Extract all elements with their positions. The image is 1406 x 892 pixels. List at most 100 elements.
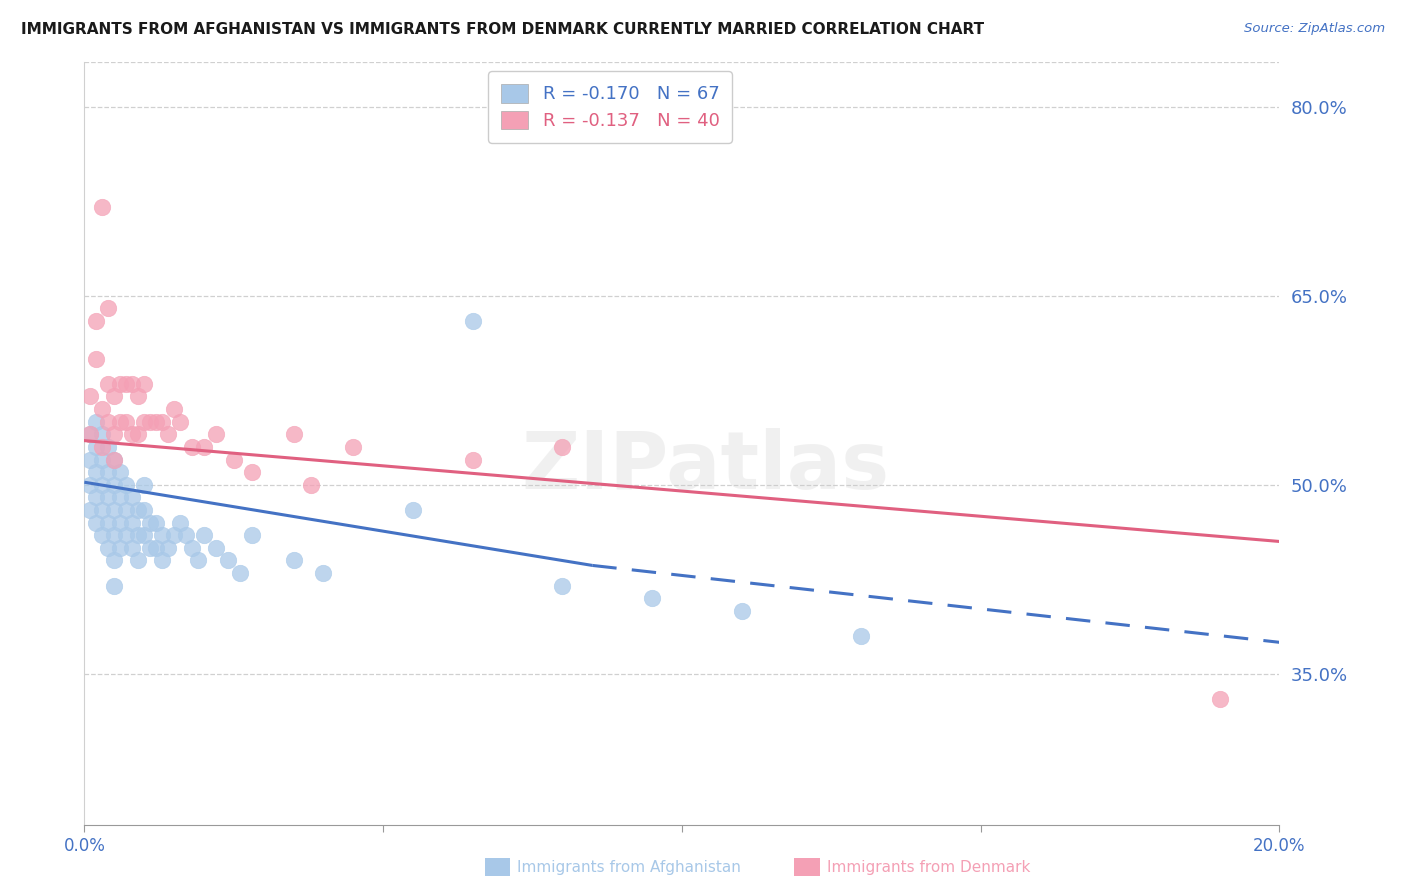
Text: Immigrants from Denmark: Immigrants from Denmark (827, 860, 1031, 874)
Point (110, 376, 132, 391)
Point (79, 390, 101, 404)
Point (110, 491, 132, 505)
Point (115, 477, 138, 491)
Point (139, 516, 162, 530)
Point (97, 465, 120, 479)
Point (86, 440, 108, 454)
Text: Immigrants from Afghanistan: Immigrants from Afghanistan (517, 860, 741, 874)
Point (163, 402, 186, 417)
Point (86, 415, 108, 429)
Point (139, 415, 162, 429)
Point (97, 376, 120, 391)
Point (103, 528, 125, 542)
Point (283, 553, 305, 567)
Point (110, 516, 132, 530)
Point (132, 477, 156, 491)
Point (145, 415, 167, 429)
Point (103, 578, 125, 592)
Point (97, 440, 120, 454)
Point (91, 503, 114, 517)
Point (79, 503, 101, 517)
Point (551, 440, 574, 454)
Point (222, 452, 245, 467)
Point (121, 376, 143, 391)
Point (97, 415, 120, 429)
Point (187, 553, 209, 567)
Point (157, 541, 180, 555)
Point (127, 503, 149, 517)
Point (91, 477, 114, 491)
Point (851, 629, 873, 643)
Point (103, 452, 125, 467)
Point (205, 427, 228, 442)
Point (169, 516, 191, 530)
Point (402, 503, 425, 517)
Point (121, 516, 143, 530)
Point (103, 427, 125, 442)
Point (150, 528, 173, 542)
Point (731, 604, 754, 618)
Point (86, 516, 108, 530)
Legend: R = -0.170   N = 67, R = -0.137   N = 40: R = -0.170 N = 67, R = -0.137 N = 40 (488, 71, 733, 143)
Point (132, 376, 156, 391)
Point (79, 427, 101, 442)
Point (127, 390, 149, 404)
Point (115, 528, 138, 542)
Point (103, 553, 125, 567)
Point (301, 477, 323, 491)
Point (127, 553, 149, 567)
Point (97, 491, 120, 505)
Point (157, 427, 180, 442)
Point (110, 541, 132, 555)
Point (86, 465, 108, 479)
Point (86, 351, 108, 366)
Point (1209, 692, 1232, 706)
Point (86, 314, 108, 328)
Point (91, 452, 114, 467)
Point (132, 415, 156, 429)
Point (163, 528, 186, 542)
Point (97, 301, 120, 316)
Point (461, 314, 484, 328)
Point (91, 528, 114, 542)
Point (283, 427, 305, 442)
Point (228, 566, 252, 580)
Point (217, 553, 239, 567)
Point (181, 440, 204, 454)
Text: ZIPatlas: ZIPatlas (522, 427, 890, 506)
Point (193, 528, 215, 542)
Point (205, 541, 228, 555)
Point (79, 427, 101, 442)
Point (103, 477, 125, 491)
Point (193, 440, 215, 454)
Point (121, 491, 143, 505)
Point (240, 465, 263, 479)
Point (132, 503, 156, 517)
Point (132, 528, 156, 542)
Point (103, 390, 125, 404)
Point (86, 491, 108, 505)
Point (127, 528, 149, 542)
Point (145, 541, 167, 555)
Point (150, 553, 173, 567)
Point (91, 427, 114, 442)
Point (181, 541, 204, 555)
Point (115, 415, 138, 429)
Point (79, 477, 101, 491)
Text: IMMIGRANTS FROM AFGHANISTAN VS IMMIGRANTS FROM DENMARK CURRENTLY MARRIED CORRELA: IMMIGRANTS FROM AFGHANISTAN VS IMMIGRANT… (21, 22, 984, 37)
Point (461, 452, 484, 467)
Point (127, 427, 149, 442)
Point (139, 541, 162, 555)
Point (115, 503, 138, 517)
Point (169, 415, 191, 429)
Point (103, 503, 125, 517)
Point (110, 465, 132, 479)
Text: Source: ZipAtlas.com: Source: ZipAtlas.com (1244, 22, 1385, 36)
Point (150, 415, 173, 429)
Point (91, 201, 114, 215)
Point (91, 402, 114, 417)
Point (641, 591, 664, 606)
Point (115, 376, 138, 391)
Point (240, 528, 263, 542)
Point (174, 528, 197, 542)
